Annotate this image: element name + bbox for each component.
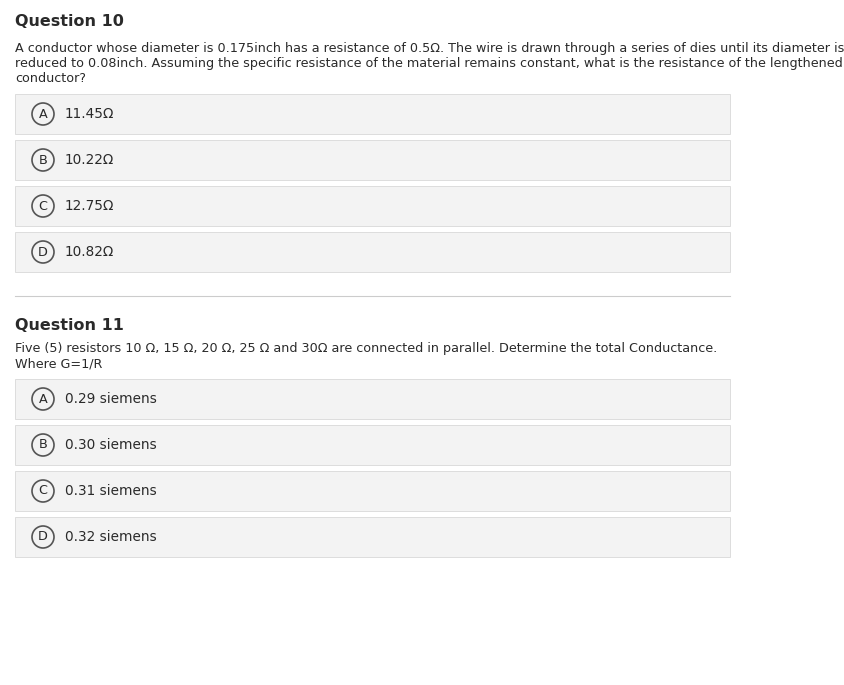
Text: 11.45Ω: 11.45Ω <box>65 107 114 121</box>
Text: B: B <box>39 438 47 451</box>
Text: C: C <box>39 484 47 497</box>
Text: A conductor whose diameter is 0.175inch has a resistance of 0.5Ω. The wire is dr: A conductor whose diameter is 0.175inch … <box>15 42 843 55</box>
FancyBboxPatch shape <box>15 471 729 511</box>
Text: C: C <box>39 199 47 212</box>
Text: Question 10: Question 10 <box>15 14 124 29</box>
Text: Where G=1/R: Where G=1/R <box>15 357 102 370</box>
Text: Question 11: Question 11 <box>15 318 124 333</box>
Text: 0.31 siemens: 0.31 siemens <box>65 484 157 498</box>
Text: A: A <box>39 393 47 406</box>
FancyBboxPatch shape <box>15 94 729 134</box>
FancyBboxPatch shape <box>15 379 729 419</box>
Text: conductor?: conductor? <box>15 72 86 85</box>
Text: 12.75Ω: 12.75Ω <box>65 199 114 213</box>
Text: A: A <box>39 108 47 121</box>
FancyBboxPatch shape <box>15 140 729 180</box>
Text: reduced to 0.08inch. Assuming the specific resistance of the material remains co: reduced to 0.08inch. Assuming the specif… <box>15 57 841 70</box>
FancyBboxPatch shape <box>15 517 729 557</box>
Text: Five (5) resistors 10 Ω, 15 Ω, 20 Ω, 25 Ω and 30Ω are connected in parallel. Det: Five (5) resistors 10 Ω, 15 Ω, 20 Ω, 25 … <box>15 342 717 355</box>
Text: 0.30 siemens: 0.30 siemens <box>65 438 157 452</box>
Text: 0.29 siemens: 0.29 siemens <box>65 392 157 406</box>
FancyBboxPatch shape <box>15 232 729 272</box>
FancyBboxPatch shape <box>15 425 729 465</box>
Text: 10.22Ω: 10.22Ω <box>65 153 114 167</box>
Text: D: D <box>38 245 48 258</box>
Text: D: D <box>38 530 48 543</box>
Text: B: B <box>39 153 47 166</box>
Text: 0.32 siemens: 0.32 siemens <box>65 530 157 544</box>
FancyBboxPatch shape <box>15 186 729 226</box>
Text: 10.82Ω: 10.82Ω <box>65 245 114 259</box>
